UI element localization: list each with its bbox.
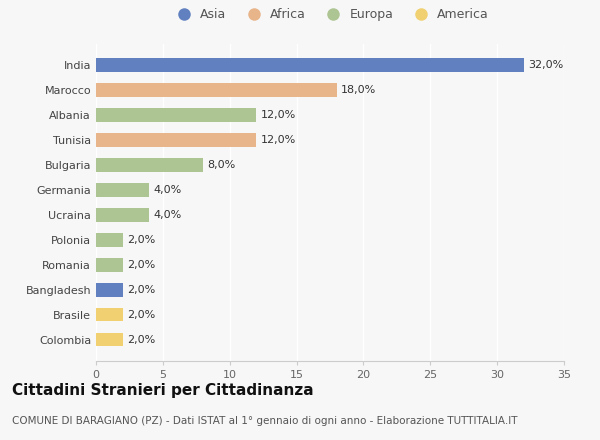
Text: 4,0%: 4,0% (154, 210, 182, 220)
Text: 18,0%: 18,0% (341, 85, 376, 95)
Text: 2,0%: 2,0% (127, 260, 155, 270)
Bar (96, 108, 256, 122)
Text: 4,0%: 4,0% (154, 185, 182, 195)
Bar (96, 233, 123, 247)
Bar (96, 158, 203, 172)
Bar (96, 283, 123, 297)
Text: Cittadini Stranieri per Cittadinanza: Cittadini Stranieri per Cittadinanza (12, 383, 314, 398)
Text: 12,0%: 12,0% (260, 135, 296, 145)
Legend: Asia, Africa, Europa, America: Asia, Africa, Europa, America (169, 6, 491, 24)
Text: 12,0%: 12,0% (260, 110, 296, 120)
Bar (96, 133, 256, 147)
Text: 2,0%: 2,0% (127, 285, 155, 295)
Bar (96, 83, 337, 97)
Bar (96, 258, 123, 271)
Bar (96, 308, 123, 322)
Bar (96, 59, 524, 72)
Text: 2,0%: 2,0% (127, 334, 155, 345)
Bar (96, 208, 149, 222)
Text: 8,0%: 8,0% (207, 160, 235, 170)
Text: COMUNE DI BARAGIANO (PZ) - Dati ISTAT al 1° gennaio di ogni anno - Elaborazione : COMUNE DI BARAGIANO (PZ) - Dati ISTAT al… (12, 416, 517, 426)
Text: 32,0%: 32,0% (528, 60, 563, 70)
Bar (96, 333, 123, 346)
Text: 2,0%: 2,0% (127, 310, 155, 319)
Bar (96, 183, 149, 197)
Text: 2,0%: 2,0% (127, 235, 155, 245)
